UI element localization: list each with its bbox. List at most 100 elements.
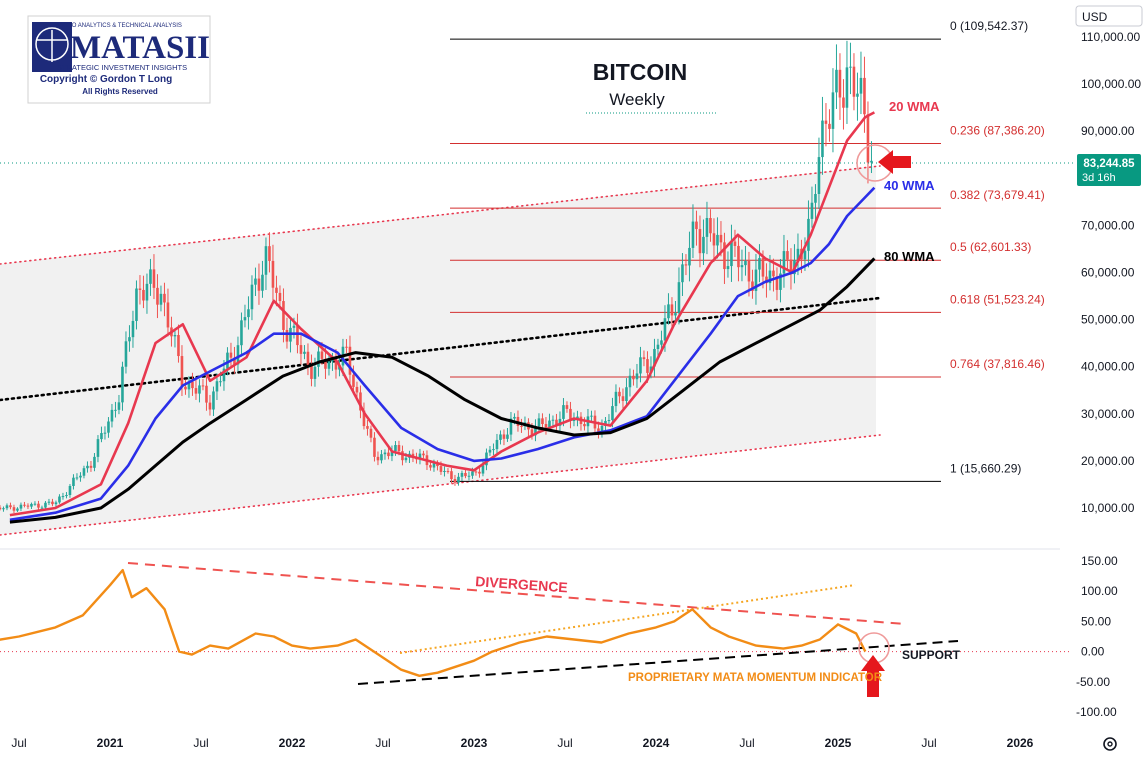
candle-body (789, 259, 793, 275)
candle-body (761, 258, 765, 277)
fib-label: 0 (109,542.37) (950, 19, 1028, 33)
y-tick-label: -100.00 (1076, 705, 1117, 719)
candle-body (446, 470, 450, 472)
candle-body (110, 409, 114, 422)
candle-body (121, 366, 124, 403)
candle-body (93, 456, 96, 468)
candle-body (362, 410, 366, 427)
candle-body (376, 456, 380, 461)
candle-body (562, 405, 565, 419)
x-tick-label: Jul (921, 736, 936, 750)
left-arrow-icon (878, 150, 911, 174)
candle-body (30, 503, 33, 507)
candle-body (278, 292, 282, 302)
candle-body (359, 392, 362, 411)
candle-body (537, 418, 541, 427)
y-tick-label: 60,000.00 (1081, 266, 1135, 280)
candle-body (89, 465, 93, 468)
candle-body (544, 424, 548, 428)
candle-body (590, 415, 593, 417)
gear-icon[interactable] (1103, 737, 1117, 751)
candle-body (810, 202, 814, 219)
candle-body (611, 406, 614, 421)
candle-body (306, 351, 310, 365)
candle-body (481, 465, 485, 474)
divergence-line (127, 562, 906, 625)
support-line (357, 640, 959, 685)
candle-body (163, 293, 166, 303)
channel-fill (0, 166, 876, 535)
y-tick-label: 50.00 (1081, 614, 1111, 628)
candle-body (275, 287, 278, 293)
candle-body (292, 325, 296, 328)
y-tick-label: 10,000.00 (1081, 501, 1135, 515)
candle-body (142, 289, 145, 301)
candle-body (754, 269, 758, 291)
candle-body (226, 352, 229, 369)
candle-body (597, 428, 600, 433)
candle-body (509, 418, 513, 435)
x-tick-label: Jul (11, 736, 26, 750)
candle-body (471, 471, 474, 476)
x-tick-label: Jul (739, 736, 754, 750)
candle-body (152, 269, 156, 288)
candle-body (674, 313, 677, 316)
candle-body (628, 375, 632, 388)
last-price-countdown: 3d 16h (1082, 172, 1116, 184)
candle-body (37, 503, 40, 508)
logo: MACRO ANALYTICS & TECHNICAL ANALYSIS MAT… (27, 15, 211, 104)
candle-body (723, 242, 726, 270)
candle-body (639, 357, 642, 374)
candle-body (852, 66, 856, 97)
candle-body (863, 77, 866, 115)
candle-body (103, 432, 107, 434)
currency-label[interactable]: USD (1082, 10, 1108, 24)
candle-body (856, 93, 859, 97)
candle-body (68, 485, 72, 496)
candle-body (254, 278, 257, 285)
candle-body (394, 445, 397, 452)
candle-body (530, 429, 534, 436)
y-tick-label: 100,000.00 (1081, 77, 1141, 91)
candle-body (768, 270, 772, 284)
candle-body (135, 288, 138, 321)
candle-body (303, 351, 306, 354)
candle-body (124, 341, 128, 367)
candle-body (282, 301, 285, 330)
candle-body (264, 246, 268, 275)
y-tick-label: 50,000.00 (1081, 313, 1135, 327)
candle-body (663, 318, 667, 341)
candle-body (296, 325, 299, 346)
momentum-trend-line (399, 584, 856, 654)
candle-body (733, 241, 737, 246)
candle-body (54, 502, 58, 505)
candle-body (173, 335, 177, 337)
candle-body (47, 501, 51, 503)
candle-body (166, 302, 170, 328)
candle-body (131, 320, 135, 338)
candle-body (719, 234, 723, 243)
candle-body (758, 258, 761, 270)
candle-body (310, 364, 313, 379)
candle-body (709, 218, 712, 234)
candle-body (695, 221, 698, 230)
candle-body (65, 495, 68, 497)
currency-button[interactable]: USD (1075, 5, 1143, 27)
candle-body (747, 260, 751, 282)
candle-body (257, 278, 261, 291)
candle-body (814, 193, 817, 203)
candle-body (835, 69, 838, 93)
candle-body (79, 475, 82, 478)
wma40-line (9, 186, 876, 522)
candle-body (450, 471, 453, 480)
candle-body (716, 234, 719, 246)
candle-body (194, 388, 198, 394)
candle-body (558, 418, 562, 426)
y-tick-label: 20,000.00 (1081, 454, 1135, 468)
candle-body (737, 245, 740, 268)
candle-body (327, 361, 331, 369)
x-tick-label: 2024 (643, 736, 670, 750)
candle-body (870, 160, 873, 163)
candle-body (373, 437, 376, 457)
